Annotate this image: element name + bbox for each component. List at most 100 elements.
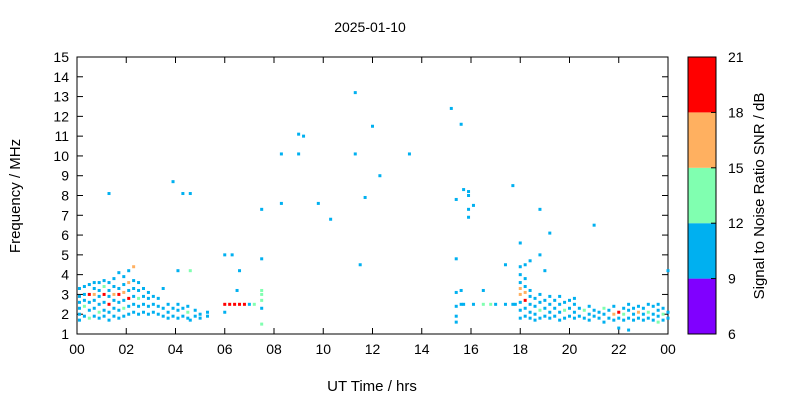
data-point xyxy=(528,294,532,298)
data-point xyxy=(186,316,190,320)
data-point xyxy=(82,304,86,308)
data-point xyxy=(558,310,562,314)
data-point xyxy=(230,253,234,257)
chart-title: 2025-01-10 xyxy=(334,19,406,35)
data-point xyxy=(371,124,374,128)
y-tick-label: 12 xyxy=(53,108,69,124)
data-point xyxy=(92,298,96,302)
data-point xyxy=(141,294,145,298)
data-point xyxy=(82,314,86,318)
data-point xyxy=(543,314,547,318)
data-point xyxy=(151,302,155,306)
data-point xyxy=(107,302,111,306)
data-point xyxy=(127,296,131,300)
data-point xyxy=(528,310,532,314)
data-point xyxy=(587,318,591,322)
data-point xyxy=(238,302,242,306)
data-point xyxy=(641,312,645,316)
data-point xyxy=(316,201,320,205)
data-point xyxy=(146,290,150,294)
colorbar-band xyxy=(688,112,716,168)
data-point xyxy=(132,279,136,283)
data-point xyxy=(97,316,101,320)
data-point xyxy=(247,302,251,306)
y-tick-label: 9 xyxy=(61,168,69,184)
data-point xyxy=(97,288,101,292)
data-point xyxy=(543,298,547,302)
data-point xyxy=(481,288,485,292)
data-point xyxy=(563,300,567,304)
data-point xyxy=(612,318,616,322)
data-point xyxy=(518,292,522,296)
data-point xyxy=(511,302,515,306)
x-tick-label: 20 xyxy=(562,341,578,357)
data-point xyxy=(454,314,458,318)
x-tick-label: 02 xyxy=(118,341,134,357)
data-point xyxy=(661,312,665,316)
data-point xyxy=(188,318,192,322)
data-point xyxy=(587,304,591,308)
data-point xyxy=(651,304,655,308)
y-tick-label: 7 xyxy=(61,207,69,223)
data-point xyxy=(454,257,458,261)
data-point xyxy=(146,296,150,300)
data-point xyxy=(92,286,96,290)
x-tick-label: 00 xyxy=(660,341,676,357)
x-tick-label: 16 xyxy=(463,341,479,357)
data-point xyxy=(617,326,621,330)
y-tick-label: 15 xyxy=(53,49,69,65)
data-point xyxy=(503,263,507,267)
data-point xyxy=(407,152,411,156)
colorbar-tick-labels: 6 9 12 15 18 21 xyxy=(728,49,744,342)
data-point xyxy=(454,290,458,294)
x-tick-label: 04 xyxy=(168,341,184,357)
data-point xyxy=(122,298,126,302)
colorbar-tick-label: 6 xyxy=(728,326,736,342)
data-point xyxy=(661,318,665,322)
data-point xyxy=(494,302,498,306)
data-point xyxy=(176,269,180,273)
data-point xyxy=(97,302,101,306)
data-point xyxy=(518,265,522,269)
data-point xyxy=(127,288,131,292)
data-point xyxy=(127,304,131,308)
plot-area xyxy=(76,56,669,335)
data-point xyxy=(161,306,165,310)
data-point xyxy=(459,288,463,292)
data-point xyxy=(92,306,96,310)
data-point xyxy=(636,316,640,320)
y-tick-label: 2 xyxy=(61,306,69,322)
data-point xyxy=(186,310,190,314)
data-point xyxy=(363,195,367,199)
data-point xyxy=(548,316,552,320)
colorbar-tick-label: 18 xyxy=(728,104,744,120)
x-tick-label: 00 xyxy=(69,341,85,357)
data-point xyxy=(156,304,160,308)
data-point xyxy=(151,310,155,314)
data-point xyxy=(132,286,136,290)
data-point xyxy=(132,265,136,269)
data-point xyxy=(87,308,91,312)
data-point xyxy=(553,298,557,302)
data-point xyxy=(656,314,660,318)
x-tick-label: 14 xyxy=(414,341,430,357)
data-point xyxy=(171,180,175,184)
data-point xyxy=(238,269,242,273)
data-point xyxy=(636,310,640,314)
data-point xyxy=(503,302,507,306)
y-tick-label: 11 xyxy=(54,128,69,144)
data-point xyxy=(572,310,576,314)
data-point xyxy=(513,302,517,306)
x-tick-label: 06 xyxy=(217,341,233,357)
data-point xyxy=(112,314,116,318)
data-point xyxy=(77,318,81,322)
data-point xyxy=(636,304,640,308)
data-point xyxy=(156,312,160,316)
data-point xyxy=(538,308,542,312)
data-point xyxy=(141,302,145,306)
data-point xyxy=(627,302,631,306)
data-point xyxy=(666,316,670,320)
data-point xyxy=(171,306,175,310)
data-point xyxy=(523,277,527,281)
